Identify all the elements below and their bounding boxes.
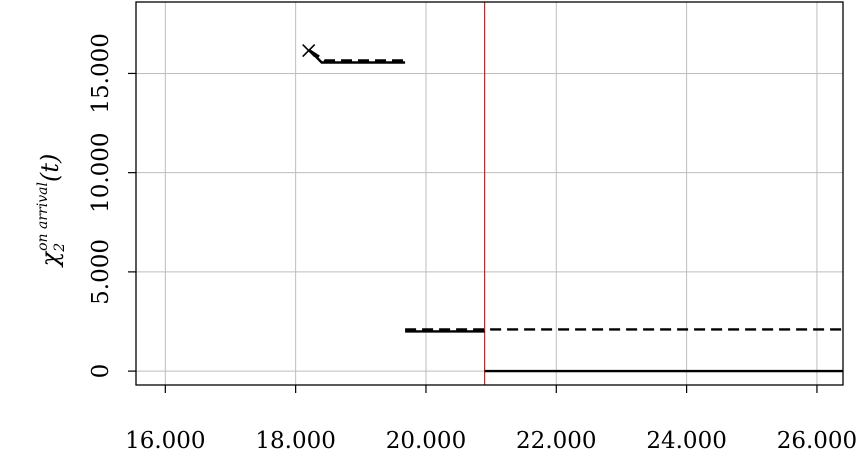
y-tick-label: 10.000 xyxy=(88,132,114,212)
marker-x xyxy=(302,44,316,58)
x-tick-label: 20.000 xyxy=(386,428,466,454)
series-line-dashed xyxy=(309,49,406,62)
x-tick-label: 22.000 xyxy=(516,428,596,454)
y-axis-label-symbol: χ xyxy=(36,250,64,268)
y-axis-label-argument: (t) xyxy=(36,154,64,182)
markers xyxy=(302,44,316,58)
y-axis-label-superscript: on arrival xyxy=(35,182,51,251)
y-axis-label-subscript: 2 xyxy=(52,243,68,253)
axes: 16.000 18.000 20.000 22.000 24.000 26.000 0 5.0… xyxy=(88,33,857,454)
x-tick-label: 16.000 xyxy=(125,428,205,454)
plot-frame xyxy=(135,1,844,386)
x-tick-label: 24.000 xyxy=(646,428,726,454)
y-tick-label: 0 xyxy=(88,364,114,379)
x-tick-label: 26.000 xyxy=(777,428,857,454)
x-tick-label: 18.000 xyxy=(255,428,335,454)
y-axis-label: χ2on arrival(t) xyxy=(35,154,68,269)
series-lines xyxy=(309,49,843,373)
y-tick-label: 15.000 xyxy=(88,33,114,113)
y-tick-label: 5.000 xyxy=(88,239,114,305)
